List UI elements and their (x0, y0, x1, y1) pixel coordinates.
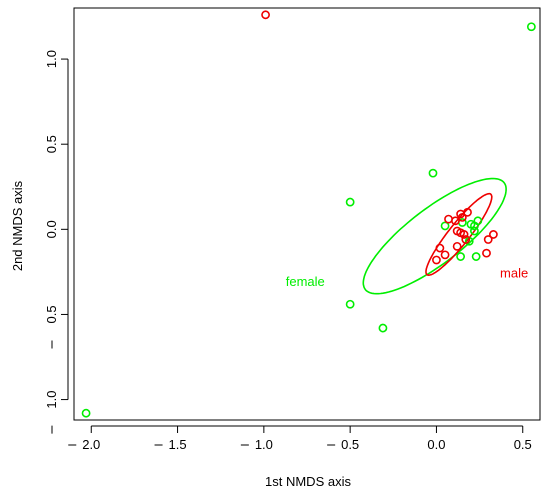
y-tick: 1.0 (44, 50, 59, 68)
point-male (482, 248, 491, 258)
x-tick: 1.0 (240, 437, 273, 452)
y-tick: 1.0 (44, 391, 59, 434)
group-label-female: female (286, 274, 325, 289)
point-male (488, 230, 498, 239)
point-male (483, 235, 493, 244)
y-axis: 1.0 0.5 0.0 0.5 1.0 (44, 50, 69, 434)
point-female (345, 197, 355, 207)
x-tick: 0.0 (427, 437, 445, 452)
point-female (345, 299, 355, 309)
x-tick: 2.0 (68, 437, 100, 452)
points-layer (81, 10, 536, 418)
point-male (432, 255, 441, 265)
x-tick-label: 2.0 (82, 437, 100, 452)
point-male (435, 243, 445, 253)
y-tick: 0.0 (44, 220, 59, 238)
x-tick-label: 1.5 (169, 437, 187, 452)
point-male (457, 213, 467, 222)
x-axis-label: 1st NMDS axis (265, 474, 351, 489)
point-female (466, 219, 476, 229)
y-tick-label: 0.5 (44, 135, 59, 153)
point-male (451, 216, 460, 226)
x-tick-label: 0.5 (514, 437, 532, 452)
x-tick: 1.5 (154, 437, 187, 452)
y-axis-label: 2nd NMDS axis (10, 180, 25, 271)
plot-border (73, 7, 541, 421)
y-tick-label: 0.0 (44, 220, 59, 238)
x-tick: 0.5 (514, 437, 532, 452)
x-axis: 2.0 1.5 1.0 0.5 0.0 0.5 (68, 425, 532, 452)
y-tick-label: 1.0 (44, 50, 59, 68)
point-female (378, 323, 388, 333)
group-label-male: male (500, 266, 528, 281)
point-female (428, 168, 438, 178)
point-male (459, 230, 469, 239)
point-female (470, 226, 479, 236)
point-male (452, 241, 462, 251)
x-tick-label: 0.0 (427, 437, 445, 452)
point-female (81, 408, 91, 418)
x-tick-label: 0.5 (341, 437, 359, 452)
y-tick: 0.5 (44, 135, 59, 153)
point-female (456, 252, 466, 261)
point-female (473, 216, 483, 226)
point-male (463, 207, 472, 217)
y-tick-label: 1.0 (44, 391, 59, 409)
ellipse-female (362, 177, 507, 295)
x-tick-label: 1.0 (255, 437, 273, 452)
point-male (461, 235, 471, 244)
point-female (526, 22, 536, 32)
y-tick-label: 0.5 (44, 305, 59, 323)
point-female (440, 221, 450, 231)
plot-frame (73, 7, 541, 421)
y-tick: 0.5 (44, 305, 59, 349)
point-male (440, 250, 450, 260)
point-male (261, 10, 270, 20)
x-tick: 0.5 (327, 437, 359, 452)
point-female (471, 252, 481, 261)
